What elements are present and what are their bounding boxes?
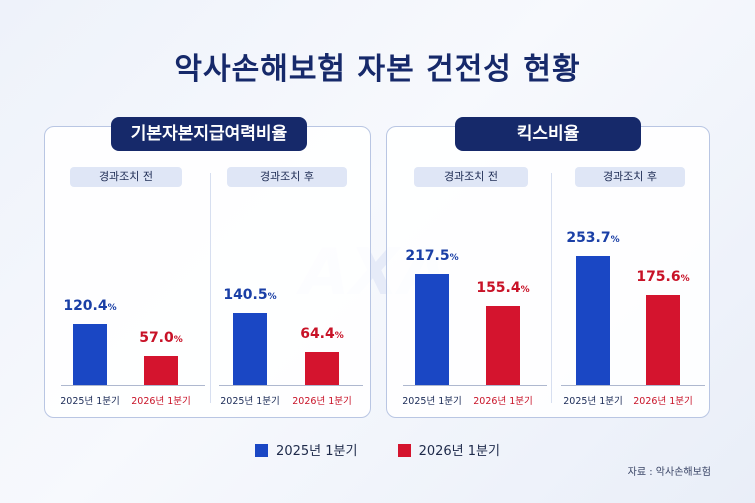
bar-s2026 [486,306,520,385]
data-label: 64.4% [282,326,362,342]
data-label-unit: % [267,292,277,302]
bar-s2026 [305,352,339,385]
panel-divider [210,173,211,403]
data-label-value: 175.6 [636,269,681,285]
data-label-unit: % [334,331,344,341]
x-tick-label: 2026년 1분기 [131,396,191,407]
bar-s2025 [576,256,610,385]
data-label: 217.5% [392,248,472,264]
panel-header: 킥스비율 [455,117,641,151]
bar-s2025 [415,274,449,385]
chart-baseline [219,385,363,386]
bar-s2026 [646,295,680,385]
data-label-unit: % [449,253,459,263]
group-label-pill: 경과조치 전 [70,167,182,187]
bar-s2025 [233,313,267,385]
x-tick-label: 2025년 1분기 [402,396,462,407]
x-tick-label: 2026년 1분기 [473,396,533,407]
data-label: 120.4% [50,298,130,314]
data-label-value: 120.4 [63,298,108,314]
legend-label: 2026년 1분기 [418,444,500,459]
data-label-unit: % [173,335,183,345]
legend-swatch-2026 [397,444,411,457]
data-label-value: 64.4 [300,326,335,342]
page-title: 악사손해보험 자본 건전성 현황 [174,52,581,87]
legend-swatch-2025 [255,444,269,457]
chart-baseline [561,385,705,386]
data-label-unit: % [680,274,690,284]
panel-kics: 킥스비율 경과조치 전 217.5% 2025년 1분기 155.4% 2026년 1분… [386,117,710,418]
data-label-value: 140.5 [223,287,268,303]
data-label-value: 57.0 [139,330,174,346]
group-label-pill: 경과조치 후 [575,167,685,187]
bar-s2026 [144,356,178,385]
data-label-value: 217.5 [405,248,450,264]
x-tick-label: 2026년 1분기 [633,396,693,407]
chart-baseline [61,385,205,386]
legend: 2025년 1분기 2026년 1분기 [0,440,755,459]
data-label: 155.4% [463,280,543,296]
data-label-value: 155.4 [476,280,521,296]
data-label-value: 253.7 [566,230,611,246]
data-label: 175.6% [623,269,703,285]
x-tick-label: 2025년 1분기 [60,396,120,407]
data-label-unit: % [107,303,117,313]
panel-divider [551,173,552,403]
group-label-pill: 경과조치 전 [414,167,528,187]
data-label: 140.5% [210,287,290,303]
x-tick-label: 2025년 1분기 [220,396,280,407]
group-label-pill: 경과조치 후 [227,167,347,187]
legend-item-2025: 2025년 1분기 [255,440,357,459]
panel-header: 기본자본지급여력비율 [111,117,307,151]
legend-label: 2025년 1분기 [276,444,358,459]
x-tick-label: 2026년 1분기 [292,396,352,407]
bar-s2025 [73,324,107,385]
source-note: 자료 : 악사손해보험 [627,467,711,478]
panel-solvency-basic: 기본자본지급여력비율 경과조치 전 120.4% 2025년 1분기 57.0% 202… [44,117,371,418]
data-label-unit: % [610,235,620,245]
data-label: 253.7% [553,230,633,246]
data-label: 57.0% [121,330,201,346]
legend-item-2026: 2026년 1분기 [397,440,500,459]
x-tick-label: 2025년 1분기 [563,396,623,407]
data-label-unit: % [520,285,530,295]
chart-baseline [403,385,547,386]
